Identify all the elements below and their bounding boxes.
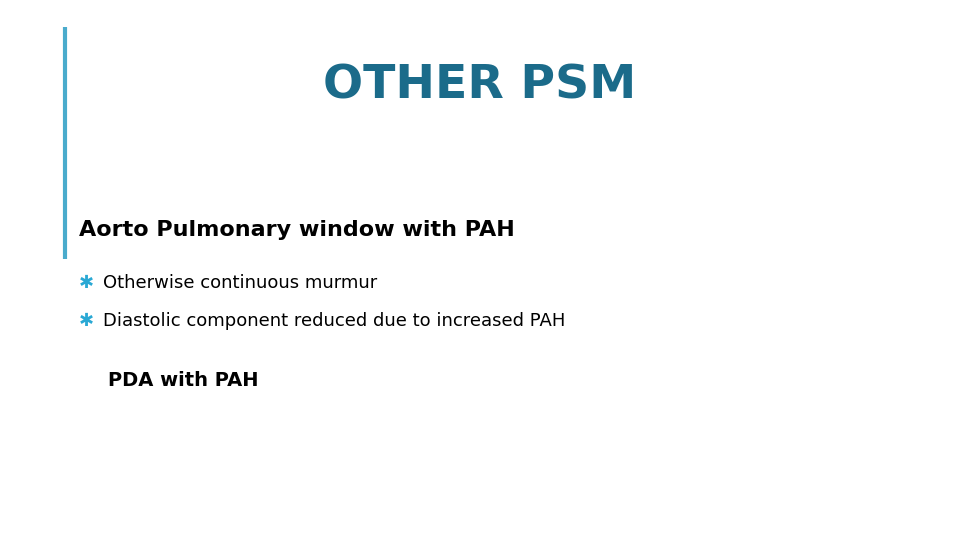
Text: ✱: ✱	[79, 312, 94, 330]
Text: Diastolic component reduced due to increased PAH: Diastolic component reduced due to incre…	[103, 312, 565, 330]
Text: Otherwise continuous murmur: Otherwise continuous murmur	[103, 274, 377, 293]
Text: OTHER PSM: OTHER PSM	[324, 64, 636, 109]
Text: PDA with PAH: PDA with PAH	[108, 371, 258, 390]
Text: ✱: ✱	[79, 274, 94, 293]
Text: Aorto Pulmonary window with PAH: Aorto Pulmonary window with PAH	[79, 219, 515, 240]
